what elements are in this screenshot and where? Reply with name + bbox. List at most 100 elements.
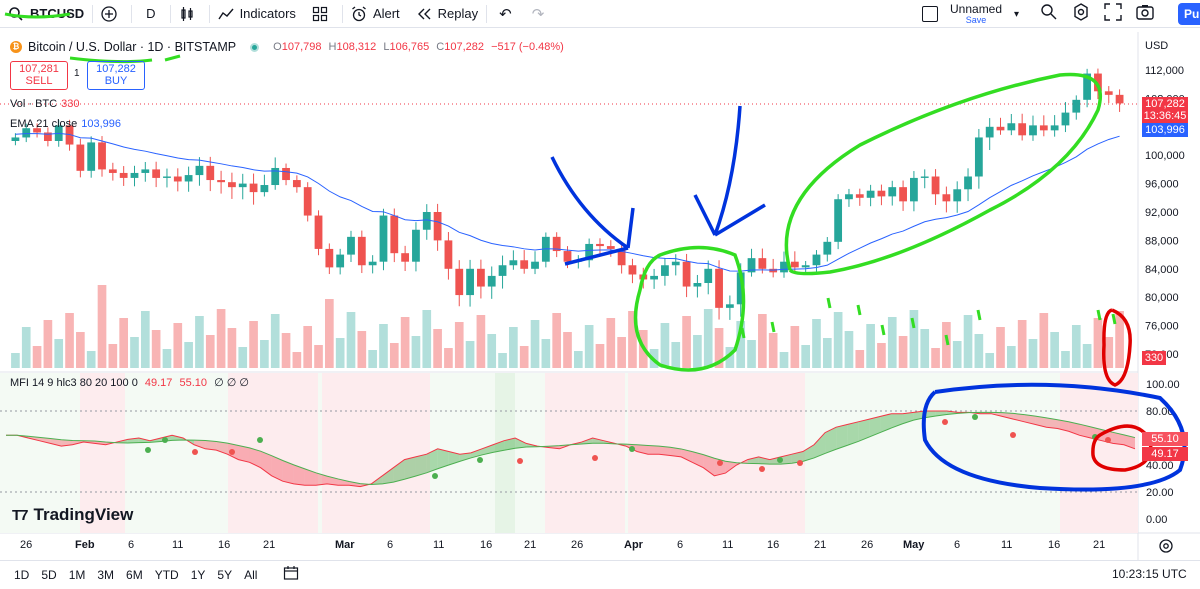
range-button-1d[interactable]: 1D [14,568,30,582]
time-tick-label: 26 [571,539,584,551]
templates-button[interactable] [304,0,342,28]
clock[interactable]: 10:23:15 UTC [1112,567,1187,581]
fullscreen-icon[interactable] [1104,2,1122,26]
quick-search-icon[interactable] [1040,3,1058,26]
axis-settings-icon[interactable] [1158,538,1174,559]
volume-bar [996,327,1005,368]
tradingview-logo[interactable]: T7 TradingView [12,505,134,524]
mfi-fill [304,468,316,486]
range-button-6m[interactable]: 6M [126,568,143,582]
annotation-ellipse [921,382,1187,492]
mfi-fill [1079,424,1091,438]
undo-button[interactable]: ↶ [487,0,524,28]
mfi-cross-marker [592,455,598,461]
candle-body [390,215,399,254]
range-button-all[interactable]: All [244,568,258,582]
range-button-5y[interactable]: 5Y [217,568,233,582]
volume-tag: 330 [1142,351,1166,365]
mfi-fill [1002,412,1014,420]
redo-button[interactable]: ↷ [524,0,553,28]
volume-bar [422,310,432,368]
volume-bar [368,350,377,368]
mfi-fill [382,467,394,484]
range-button-3m[interactable]: 3M [97,568,115,582]
volume-bar [11,353,20,368]
price-chart[interactable]: 112,000108,000104,000100,00096,00092,000… [0,0,1200,560]
sell-button[interactable]: 107,281 SELL [10,61,68,90]
price-tick-label: 84,000 [1145,264,1179,276]
volume-bar [909,310,919,368]
mfi-fill [315,472,327,486]
volume-bar [1061,351,1070,368]
replay-button[interactable]: Replay [408,0,486,28]
mfi-fill [448,451,460,465]
range-button-1m[interactable]: 1M [68,568,86,582]
currency-label[interactable]: USD [1145,40,1169,52]
candle-body [11,137,20,141]
mfi-tick-label: 20.00 [1146,487,1174,499]
candle-body [22,128,31,138]
alert-button[interactable]: Alert [343,0,408,28]
grid-icon [312,6,328,22]
volume-bar [140,311,150,368]
mfi-fill [504,438,516,451]
candle-body [758,258,767,269]
candle-body [725,304,734,308]
calendar-icon[interactable] [283,565,299,586]
price-tick-label: 76,000 [1145,321,1179,333]
layout-save-button[interactable]: Unnamed Save ▾ [922,0,1019,28]
mfi-fill [814,432,826,458]
compare-button[interactable] [93,0,131,28]
volume-legend[interactable]: Vol · BTC 330 [10,98,80,110]
mfi-fill [50,438,62,447]
mfi-fill [426,448,438,473]
candle-body [195,165,204,176]
mfi-fill [282,460,294,484]
annotation-tick [880,324,886,336]
mfi-fill [869,416,881,437]
annotation-underline [164,54,181,62]
volume-bar [877,343,886,368]
market-status-icon [250,42,260,52]
volume-bar [552,313,562,368]
settings-gear-icon[interactable] [1072,2,1090,26]
camera-icon[interactable] [1136,3,1154,26]
time-axis[interactable]: 26 Feb 6 11 16 21 Mar 6 11 16 21 26 Apr 6 11 16 21 26 May 6… [0,536,1140,556]
candle-body [693,283,702,287]
candle-body [964,176,972,190]
volume-bar [1093,318,1103,368]
mfi-cross-marker [759,466,765,472]
mfi-cross-marker [192,449,198,455]
range-button-1y[interactable]: 1Y [190,568,206,582]
buy-button[interactable]: 107,282 BUY [87,61,145,90]
mfi-cross-marker [257,437,263,443]
time-tick-label: 11 [172,539,184,551]
candle-body [455,268,464,296]
volume-bar [768,333,778,368]
candle-body [682,261,691,287]
range-button-ytd[interactable]: YTD [154,568,179,582]
candle-body [1072,99,1081,113]
publish-button[interactable]: Pub [1178,3,1200,25]
volume-bar [703,309,713,368]
volume-bar [833,312,843,368]
volume-bar [1007,346,1016,368]
volume-bar [725,347,735,368]
range-button-5d[interactable]: 5D [41,568,57,582]
interval-button[interactable]: D [132,0,169,28]
ema-legend[interactable]: EMA 21 close 103,996 [10,118,122,130]
chart-type-button[interactable] [171,0,209,28]
legend-title[interactable]: Bitcoin / U.S. Dollar · 1D · BITSTAMP [28,40,237,54]
volume-bar [736,321,746,368]
indicators-button[interactable]: Indicators [210,0,304,28]
mfi-cross-marker [629,446,635,452]
mfi-legend[interactable]: MFI 14 9 hlc3 80 20 100 0 49.17 55.10 ∅ … [10,377,249,389]
volume-bar [866,324,875,368]
candle-body [628,265,637,275]
time-tick-label: May [903,539,925,551]
volume-bar [195,316,204,368]
order-quantity[interactable]: 1 [74,68,80,79]
symbol-legend: ₿ Bitcoin / U.S. Dollar · 1D · BITSTAMP … [10,40,568,54]
volume-bar [65,313,74,368]
volume-bar [281,333,291,368]
